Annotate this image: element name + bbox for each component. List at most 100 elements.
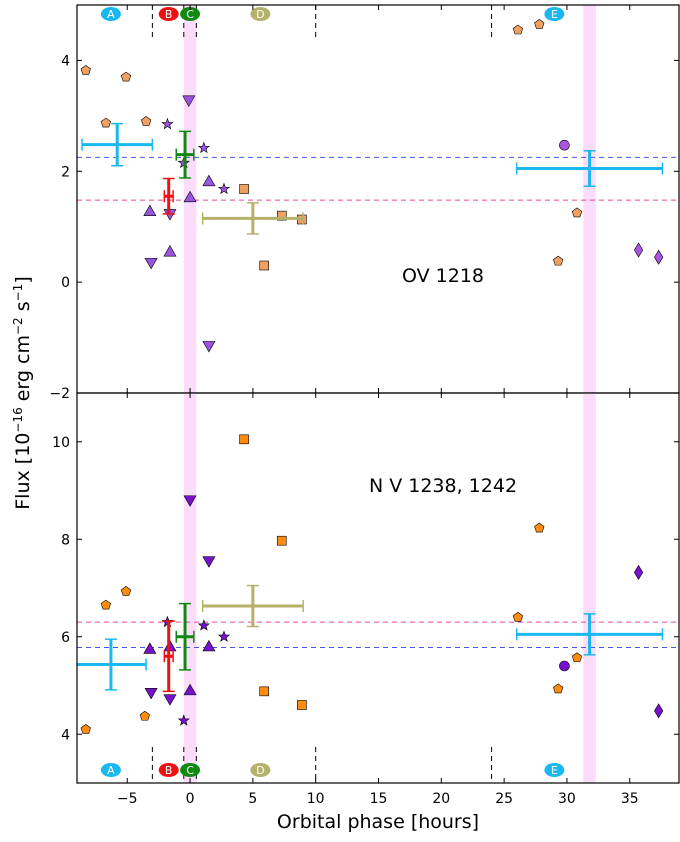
- epoch-ellipse: [180, 7, 201, 21]
- x-tick-label: 25: [495, 791, 513, 807]
- pentagon-marker: [534, 19, 545, 29]
- epoch-label: B: [165, 764, 173, 777]
- triangle-down-marker: [183, 495, 197, 507]
- epoch-marker-B: B: [158, 763, 179, 777]
- x-tick-label: 15: [370, 791, 388, 807]
- star-marker: [217, 182, 231, 195]
- square-marker: [259, 260, 269, 271]
- y-axis-label-exponent: −16: [11, 407, 25, 432]
- x-axis-label: Orbital phase [hours]: [277, 811, 479, 833]
- x-tick-label: 35: [621, 791, 639, 807]
- square-marker: [259, 686, 269, 697]
- epoch-label: A: [107, 764, 115, 777]
- diamond-marker: [633, 564, 644, 580]
- epoch-marker-E: E: [544, 763, 565, 777]
- pentagon-marker: [100, 117, 112, 128]
- shaded-band: [583, 5, 596, 393]
- epoch-label: E: [551, 8, 558, 21]
- epoch-marker-C: C: [180, 7, 201, 21]
- pentagon-marker: [140, 116, 152, 126]
- error-bar: [77, 638, 147, 691]
- triangle-down-marker: [163, 694, 177, 706]
- star-marker: [217, 630, 231, 642]
- epoch-marker-D: D: [250, 763, 271, 777]
- square-marker: [276, 210, 287, 221]
- triangle-down-marker: [144, 688, 158, 700]
- triangle-up-marker: [183, 683, 197, 696]
- x-tick-label: 20: [432, 791, 450, 807]
- epoch-marker-A: A: [100, 763, 121, 777]
- star-marker: [197, 619, 210, 631]
- pentagon-marker: [571, 652, 583, 663]
- pentagon-marker: [80, 65, 91, 75]
- error-bar: [175, 130, 195, 179]
- shaded-band: [583, 393, 596, 783]
- epoch-label: E: [551, 764, 558, 777]
- pentagon-marker: [571, 207, 583, 218]
- diamond-marker: [654, 703, 664, 719]
- panel-title: N V 1238, 1242: [369, 475, 517, 497]
- y-axis-label-exponent: −2: [11, 317, 25, 335]
- pentagon-marker: [512, 611, 524, 622]
- y-axis-label-part: s: [12, 301, 34, 317]
- error-bar: [515, 150, 664, 188]
- epoch-ellipse: [544, 7, 565, 21]
- error-bar: [162, 620, 175, 693]
- epoch-ellipse: [250, 763, 271, 777]
- x-tick-label: 30: [558, 791, 576, 807]
- y-axis-label-part: ]: [12, 276, 34, 283]
- error-bar: [81, 122, 154, 167]
- triangle-up-marker: [143, 204, 157, 216]
- y-axis-label-part: erg cm: [12, 335, 34, 407]
- epoch-ellipse: [100, 763, 121, 777]
- y-axis-label-part: Flux [10: [12, 433, 34, 510]
- triangle-down-marker: [202, 556, 216, 568]
- epoch-ellipse: [544, 763, 565, 777]
- square-marker: [297, 700, 307, 710]
- pentagon-marker: [553, 683, 564, 694]
- y-tick-label: 0: [61, 275, 70, 291]
- error-bar: [201, 584, 304, 628]
- square-marker: [239, 184, 249, 194]
- epoch-label: D: [256, 764, 264, 777]
- epoch-ellipse: [158, 7, 179, 21]
- pentagon-marker: [120, 586, 132, 596]
- pentagon-marker: [534, 522, 545, 533]
- y-tick-label: 2: [61, 164, 70, 180]
- y-tick-label: 4: [61, 727, 70, 743]
- diamond-marker: [654, 249, 664, 265]
- triangle-down-marker: [202, 341, 216, 353]
- pentagon-marker: [120, 71, 132, 82]
- epoch-ellipse: [180, 763, 201, 777]
- epoch-label: C: [186, 764, 194, 777]
- epoch-marker-A: A: [100, 7, 121, 21]
- circle-marker: [559, 660, 570, 672]
- y-tick-label: 8: [61, 532, 70, 548]
- y-axis-label: Flux [10−16 erg cm−2 s−1]: [11, 276, 34, 510]
- epoch-marker-E: E: [544, 7, 565, 21]
- epoch-ellipse: [158, 763, 179, 777]
- y-tick-label: −2: [49, 386, 70, 402]
- error-bar: [201, 202, 304, 235]
- y-axis-label-exponent: −1: [11, 284, 25, 302]
- epoch-label: A: [107, 8, 115, 21]
- triangle-up-marker: [202, 174, 216, 187]
- star-marker: [177, 714, 190, 726]
- triangle-down-marker: [182, 95, 196, 107]
- pentagon-marker: [553, 255, 564, 266]
- square-marker: [239, 434, 249, 445]
- epoch-marker-C: C: [180, 763, 201, 777]
- x-tick-label: 0: [186, 791, 195, 807]
- epoch-marker-B: B: [158, 7, 179, 21]
- error-bar: [175, 602, 195, 671]
- star-marker: [161, 117, 174, 130]
- epoch-label: C: [186, 8, 194, 21]
- pentagon-marker: [512, 24, 524, 35]
- pentagon-marker: [100, 599, 112, 610]
- panel-title: OV 1218: [402, 265, 484, 287]
- y-tick-label: 4: [61, 53, 70, 69]
